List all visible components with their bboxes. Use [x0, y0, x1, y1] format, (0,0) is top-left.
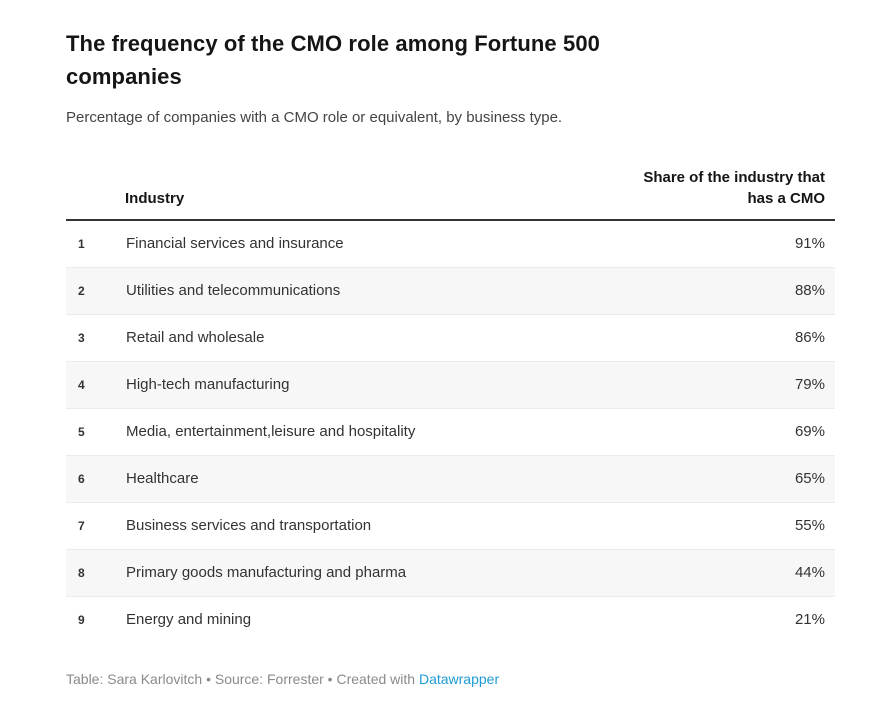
row-index: 3 — [78, 330, 85, 345]
page-title: The frequency of the CMO role among Fort… — [66, 31, 600, 89]
row-index: 8 — [78, 565, 85, 580]
footer-credit-text: Table: Sara Karlovitch • Source: Forrest… — [66, 671, 416, 687]
table-body: 1 Financial services and insurance 91% 2… — [66, 220, 835, 643]
row-index: 7 — [78, 518, 85, 533]
row-index: 4 — [78, 377, 85, 392]
industry-cell: Business services and transportation — [126, 517, 372, 534]
share-cell: 55% — [794, 517, 825, 534]
row-index: 1 — [78, 236, 85, 251]
share-cell: 69% — [794, 423, 825, 440]
datawrapper-link[interactable]: Datawrapper — [418, 671, 500, 687]
column-header-industry: Industry — [125, 190, 185, 207]
industry-cell: Utilities and telecommunications — [126, 282, 341, 299]
industry-cell: Financial services and insurance — [126, 235, 344, 253]
industry-cell: Media, entertainment,leisure and hospita… — [126, 423, 416, 440]
share-cell: 88% — [794, 282, 825, 299]
column-header-share: Share of the industry that has a CMO — [643, 169, 825, 207]
table-row: 1 Financial services and insurance 91% — [66, 220, 835, 267]
table-row: 5 Media, entertainment,leisure and hospi… — [66, 408, 835, 455]
share-cell: 79% — [794, 376, 825, 393]
footer-credit: Table: Sara Karlovitch • Source: Forrest… — [66, 670, 835, 688]
page-subtitle: Percentage of companies with a CMO role … — [66, 109, 563, 126]
table-row: 8 Primary goods manufacturing and pharma… — [66, 549, 835, 596]
row-index: 5 — [78, 424, 85, 439]
row-index: 2 — [78, 283, 85, 298]
share-cell: 44% — [794, 564, 825, 581]
table-row: 2 Utilities and telecommunications 88% — [66, 267, 835, 314]
column-header-index — [66, 167, 125, 220]
industry-cell: Retail and wholesale — [126, 329, 265, 346]
share-cell: 65% — [794, 470, 825, 487]
table-header: Industry Share of the industry that has … — [66, 167, 835, 220]
table-row: 9 Energy and mining 21% — [66, 596, 835, 643]
table-row: 7 Business services and transportation 5… — [66, 502, 835, 549]
industry-cell: Energy and mining — [126, 611, 252, 629]
share-cell: 21% — [794, 611, 825, 629]
table-row: 3 Retail and wholesale 86% — [66, 314, 835, 361]
table-header-row: Industry Share of the industry that has … — [66, 167, 835, 220]
table-row: 6 Healthcare 65% — [66, 455, 835, 502]
industry-cell: Healthcare — [126, 470, 199, 487]
row-index: 6 — [78, 471, 85, 486]
industry-cell: High-tech manufacturing — [126, 376, 290, 393]
share-cell: 86% — [794, 329, 825, 346]
share-cell: 91% — [794, 235, 825, 253]
industry-cell: Primary goods manufacturing and pharma — [126, 564, 407, 581]
row-index: 9 — [78, 612, 85, 627]
table-row: 4 High-tech manufacturing 79% — [66, 361, 835, 408]
cmo-frequency-table: Industry Share of the industry that has … — [66, 167, 835, 643]
